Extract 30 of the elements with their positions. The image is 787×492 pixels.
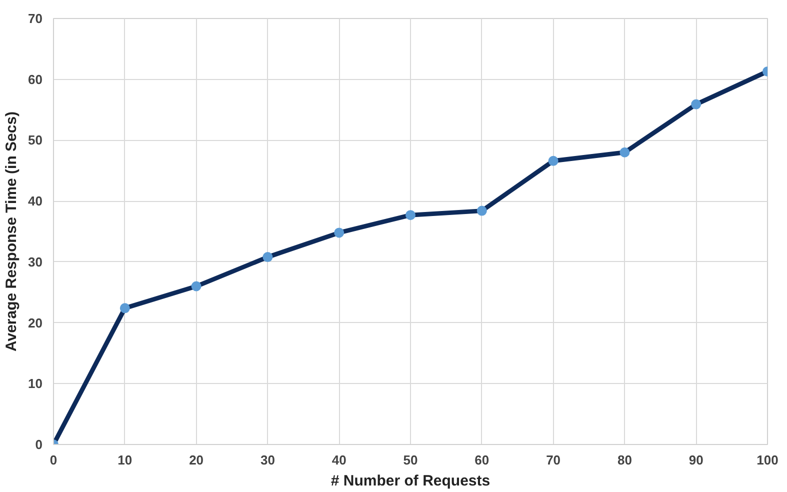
x-tick-label: 40: [332, 452, 346, 468]
y-tick-label: 20: [28, 315, 43, 330]
x-tick-label: 0: [50, 452, 58, 468]
x-axis-title: # Number of Requests: [330, 472, 490, 490]
x-tick-label: 30: [260, 452, 275, 468]
y-tick-label: 60: [28, 72, 43, 87]
y-tick-label: 0: [35, 437, 43, 452]
point: [691, 99, 702, 110]
x-tick-label: 100: [756, 452, 778, 468]
point: [476, 206, 487, 216]
y-tick-label: 70: [28, 11, 43, 26]
x-tick-label: 20: [189, 452, 204, 468]
point: [262, 252, 273, 262]
point: [334, 228, 344, 238]
y-axis-title: Average Response Time (in Secs): [3, 111, 20, 352]
point: [620, 147, 630, 158]
x-tick-label: 50: [403, 452, 418, 468]
y-tick-label: 40: [28, 194, 43, 209]
x-tick-label: 70: [546, 452, 561, 468]
y-tick-label: 50: [28, 132, 43, 148]
x-tick-label: 60: [474, 452, 490, 468]
x-tick-label: 80: [617, 452, 632, 468]
point: [120, 303, 130, 314]
y-tick-label: 10: [28, 376, 43, 392]
x-tick-label: 90: [688, 452, 704, 468]
y-tick-label: 30: [28, 254, 43, 270]
point: [191, 281, 202, 292]
x-tick-label: 10: [118, 452, 132, 468]
point: [406, 210, 416, 220]
point: [548, 156, 558, 166]
